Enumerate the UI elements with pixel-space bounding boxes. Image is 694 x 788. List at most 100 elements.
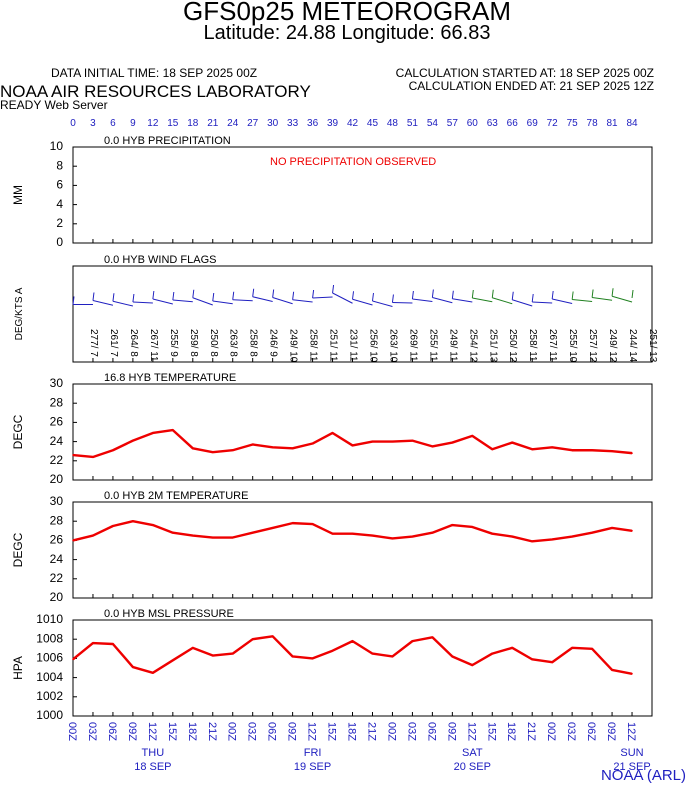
y-tick-label: 8 — [56, 158, 63, 172]
data-point — [551, 446, 553, 449]
data-point — [411, 535, 414, 538]
data-point — [611, 527, 613, 529]
data-point — [551, 661, 553, 664]
wind-label: 246/ 9 — [268, 329, 279, 357]
wind-label: 258/ 8 — [248, 329, 259, 357]
wind-label: 263/ 10 — [387, 329, 398, 363]
date-label: 20 SEP — [454, 761, 491, 773]
wind-label: 249/ 12 — [607, 329, 618, 363]
time-label: 03Z — [565, 722, 577, 741]
data-point — [172, 429, 174, 431]
init-time: DATA INITIAL TIME: 18 SEP 2025 00Z — [51, 66, 258, 80]
wind-barb — [332, 284, 335, 294]
calc-ended: CALCULATION ENDED AT: 21 SEP 2025 12Z — [408, 79, 654, 93]
time-label: 00Z — [66, 722, 78, 741]
footer-credit: NOAA (ARL) — [600, 767, 686, 784]
wind-barb — [232, 291, 235, 300]
time-label: 00Z — [226, 722, 238, 741]
time-label: 21Z — [525, 722, 537, 741]
forecast-hour-label: 60 — [467, 118, 479, 129]
wind-shaft — [611, 295, 633, 303]
wind-label: 231/ 11 — [348, 329, 359, 362]
wind-label: 263/ 8 — [228, 329, 239, 357]
wind-label: 259/ 8 — [188, 329, 199, 357]
data-point — [591, 648, 593, 650]
wind-shaft — [132, 301, 153, 304]
data-point — [251, 638, 254, 640]
forecast-hour-label: 84 — [626, 118, 638, 129]
y-tick-label: 1002 — [36, 689, 63, 703]
forecast-hour-label: 21 — [207, 118, 219, 129]
panel-title: 0.0 HYB MSL PRESSURE — [104, 608, 234, 620]
server-name: READY Web Server — [0, 98, 108, 112]
data-point — [311, 657, 314, 660]
data-point — [391, 440, 394, 443]
forecast-hour-label: 27 — [247, 118, 259, 129]
time-label: 03Z — [246, 722, 258, 741]
y-tick-label: 26 — [50, 415, 64, 429]
data-point — [631, 530, 633, 532]
wind-barb — [571, 291, 574, 300]
forecast-hour-label: 24 — [227, 118, 239, 129]
data-point — [591, 531, 593, 534]
forecast-hour-label: 78 — [587, 118, 599, 129]
data-point — [551, 538, 553, 541]
wind-barb — [631, 289, 634, 299]
y-tick-label: 20 — [50, 472, 64, 486]
panel-3: 16.8 HYB TEMPERATURE 20 22 24 26 28 30 DEGC — [11, 372, 653, 486]
time-label: 00Z — [385, 722, 397, 741]
wind-shaft — [312, 296, 333, 299]
data-point — [371, 534, 374, 537]
wind-label: 251/ 13 — [487, 329, 498, 363]
data-point — [211, 536, 214, 539]
wind-shaft — [232, 299, 253, 302]
series-line — [72, 520, 633, 543]
data-point — [112, 643, 114, 645]
data-point — [92, 534, 94, 537]
panel-4: 0.0 HYB 2M TEMPERATURE 20 22 24 26 28 30 DEGC — [11, 490, 653, 604]
time-label: 09Z — [445, 722, 457, 741]
wind-label: 258/ 11 — [308, 329, 319, 362]
wind-barb — [352, 291, 355, 300]
data-point — [231, 652, 234, 655]
panel-1: 0.0 HYB PRECIPITATION 0 2 4 6 8 10 MM NO PRECIPI… — [11, 135, 653, 249]
wind-label: 250/ 12 — [507, 329, 518, 363]
data-point — [471, 526, 474, 528]
time-label: 12Z — [306, 722, 318, 741]
y-tick-label: 1004 — [36, 670, 63, 684]
wind-label: 256/ 10 — [367, 329, 378, 363]
forecast-hour-label: 0 — [70, 118, 76, 129]
forecast-hour-label: 39 — [327, 118, 339, 129]
data-point — [611, 450, 613, 453]
wind-shaft — [592, 297, 613, 301]
wind-shaft — [92, 300, 114, 306]
y-axis-title: HPA — [11, 656, 25, 680]
y-tick-label: 6 — [56, 178, 63, 192]
time-label: 12Z — [625, 722, 637, 741]
data-point — [132, 439, 134, 442]
wind-label: 255/ 10 — [567, 329, 578, 363]
data-point — [72, 454, 74, 456]
date-label: 19 SEP — [294, 761, 331, 773]
time-label: 03Z — [405, 722, 417, 741]
page-title: GFS0p25 METEOROGRAM — [183, 0, 511, 26]
forecast-hour-label: 42 — [347, 118, 359, 129]
wind-label: 249/ 10 — [288, 329, 299, 363]
y-axis-title: DEGC — [11, 532, 25, 567]
time-label: 06Z — [266, 722, 278, 741]
data-point — [311, 442, 314, 445]
time-label: 12Z — [146, 722, 158, 741]
forecast-hour-label: 51 — [407, 118, 419, 129]
y-tick-label: 28 — [50, 395, 64, 409]
data-point — [511, 441, 514, 444]
data-point — [491, 448, 494, 451]
time-label: 18Z — [505, 722, 517, 741]
wind-shaft — [452, 298, 473, 303]
time-label: 00Z — [545, 722, 557, 741]
wind-barb — [431, 289, 434, 298]
data-point — [331, 532, 334, 535]
y-tick-label: 24 — [50, 434, 64, 448]
wind-shaft — [252, 296, 273, 302]
wind-label: 261/ 7 — [108, 329, 119, 357]
